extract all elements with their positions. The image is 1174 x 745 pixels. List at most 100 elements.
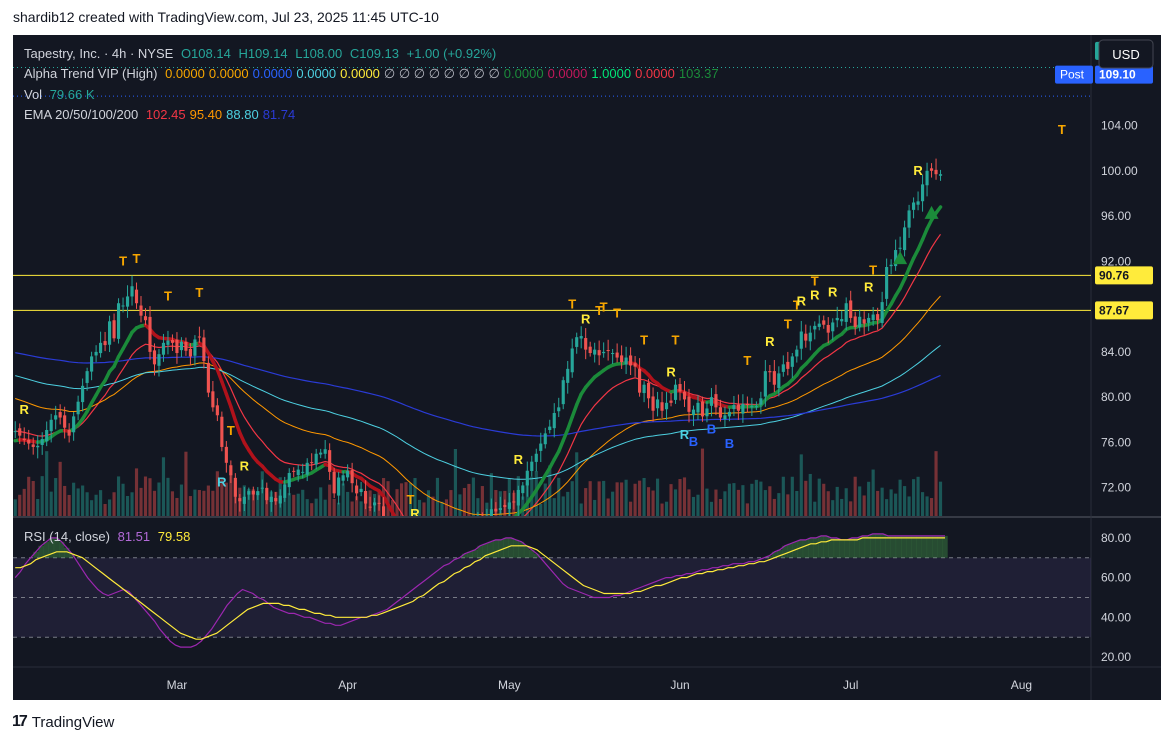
candle [328, 450, 332, 472]
candle [894, 250, 898, 267]
volume-bar [750, 483, 754, 516]
volume-bar [247, 489, 251, 516]
vol-name[interactable]: Vol [24, 87, 43, 102]
volume-bar [840, 498, 844, 516]
candle [211, 391, 215, 408]
currency-button[interactable]: USD [1112, 47, 1139, 62]
volume-bar [31, 481, 35, 516]
candle [260, 487, 264, 489]
candle [741, 403, 745, 414]
volume-bar [664, 501, 669, 516]
signal-r-label: R [410, 506, 420, 521]
candle [166, 340, 170, 345]
volume-bar [197, 490, 201, 516]
volume-bar [314, 498, 318, 516]
alpha-trend-segment [565, 415, 574, 432]
candle [584, 338, 588, 350]
alpha-trend-segment [509, 518, 513, 521]
candle [341, 475, 345, 481]
time-tick-label: Jun [670, 678, 689, 692]
symbol-title[interactable]: Tapestry, Inc. · 4h · NYSE [24, 46, 174, 61]
alpha-name[interactable]: Alpha Trend VIP (High) [24, 66, 158, 81]
candle [597, 350, 601, 356]
signal-r-label: R [828, 284, 838, 299]
footer-brand[interactable]: TradingView [31, 713, 115, 731]
candle [256, 491, 260, 496]
candle [593, 349, 597, 355]
volume-bar [593, 499, 597, 516]
level1-price-tag-bg [1095, 266, 1153, 285]
signal-r-label: R [765, 334, 775, 349]
candle [134, 289, 139, 304]
volume-bar [386, 481, 390, 516]
volume-bar [804, 480, 808, 516]
candle [790, 356, 794, 367]
candle [278, 495, 282, 504]
candle [94, 351, 98, 356]
volume-bar [215, 471, 219, 516]
candle [116, 303, 121, 339]
volume-bar [651, 490, 655, 516]
volume-bar [166, 477, 170, 516]
volume-bar [876, 490, 880, 516]
currency-button-bg [1098, 39, 1154, 69]
ema-value-3: 81.74 [262, 107, 296, 122]
volume-bar [700, 448, 705, 516]
candle [49, 419, 53, 432]
candle [337, 477, 341, 496]
candle [27, 439, 31, 444]
volume-bar [754, 479, 758, 516]
signal-r-label: R [20, 402, 30, 417]
candle [76, 401, 80, 415]
volume-bar [570, 481, 574, 516]
volume-bar [130, 492, 134, 516]
volume-bar [929, 498, 934, 516]
volume-bar [287, 493, 291, 516]
volume-bar [18, 494, 22, 516]
volume-bar [768, 486, 772, 516]
alpha-legend: Alpha Trend VIP (High) 0.0000 0.0000 0.000… [24, 65, 727, 83]
signal-r-label: R [864, 280, 874, 295]
candle [808, 332, 812, 342]
candle [763, 371, 767, 397]
candle [530, 461, 534, 472]
rsi-name[interactable]: RSI (14, close) [24, 529, 110, 544]
rsi-ma-line [15, 537, 945, 640]
alpha-trend-segment [902, 266, 911, 281]
ema-name[interactable]: EMA 20/50/100/200 [24, 107, 139, 122]
volume-bar [849, 501, 853, 516]
candle [723, 415, 727, 420]
volume-bar [934, 451, 938, 516]
alpha-trend-segment [397, 521, 401, 531]
candle [826, 324, 830, 333]
signal-t-label: T [869, 262, 877, 277]
candle [197, 336, 201, 338]
volume-bar [417, 499, 422, 516]
candle [575, 337, 579, 347]
candle [359, 488, 363, 493]
signal-b-label: B [707, 421, 716, 436]
ema-value-0: 102.45 [145, 107, 186, 122]
trend-up-arrow-icon [924, 205, 939, 219]
candle [638, 368, 642, 393]
candle [795, 349, 799, 357]
volume-bar [629, 501, 633, 516]
time-tick-label: Jul [843, 678, 858, 692]
volume-bar [795, 490, 799, 516]
signal-t-label: T [640, 332, 648, 347]
candle [920, 184, 925, 202]
rsi-tick-label: 80.00 [1101, 531, 1131, 545]
volume-bar [99, 490, 103, 516]
alpha-trend-segment [406, 540, 410, 546]
volume-bar [301, 489, 305, 516]
volume-bar [759, 481, 763, 516]
volume-bar [63, 485, 67, 516]
candle [678, 384, 682, 392]
volume-bar [337, 502, 341, 516]
volume-bar [193, 489, 197, 516]
candle [831, 322, 835, 332]
rsi-legend: RSI (14, close) 81.51 79.58 [24, 528, 194, 546]
volume-bar [81, 485, 85, 516]
candle [624, 357, 628, 365]
